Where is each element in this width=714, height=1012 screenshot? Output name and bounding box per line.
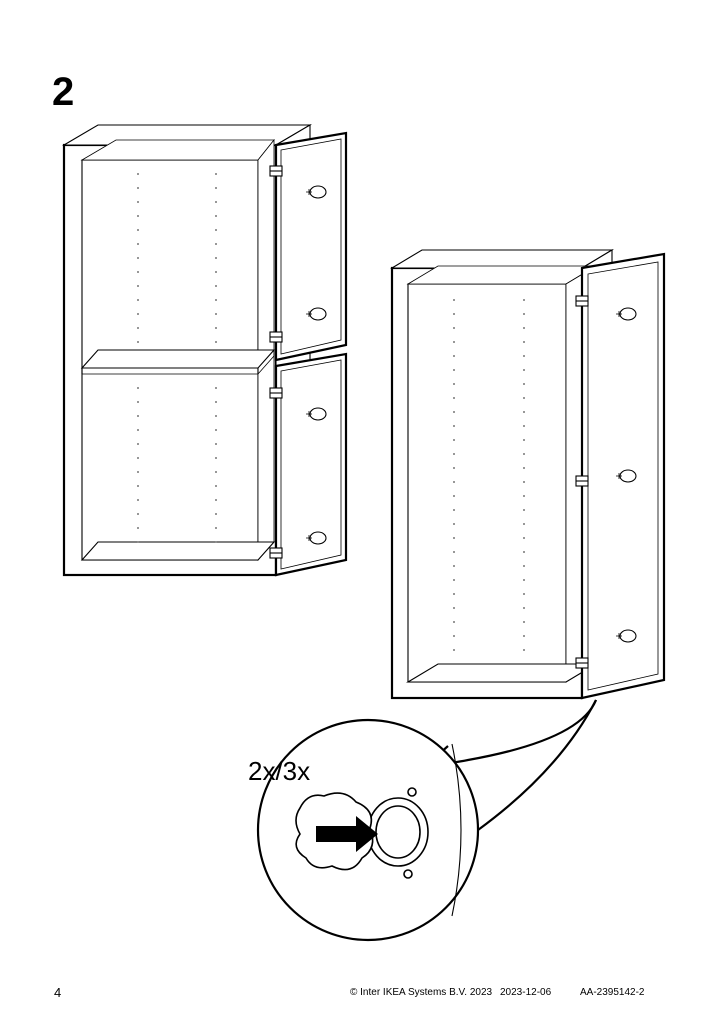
page-number: 4 [54,985,61,1000]
cabinet-left [64,125,346,575]
callout-label: 2x/3x [248,756,310,786]
footer-doc-id: AA-2395142-2 [580,987,645,998]
callout-detail: 2x/3x [248,700,596,940]
footer-date: 2023-12-06 [500,987,551,998]
copyright-text: © Inter IKEA Systems B.V. 2023 [350,987,492,998]
page-footer: 4 © Inter IKEA Systems B.V. 2023 2023-12… [0,972,714,1012]
door-upper [276,133,346,360]
cabinet-right [392,250,664,698]
page: 2 [0,0,714,1012]
assembly-diagram: 2x/3x [0,0,714,1012]
door-lower [276,354,346,575]
